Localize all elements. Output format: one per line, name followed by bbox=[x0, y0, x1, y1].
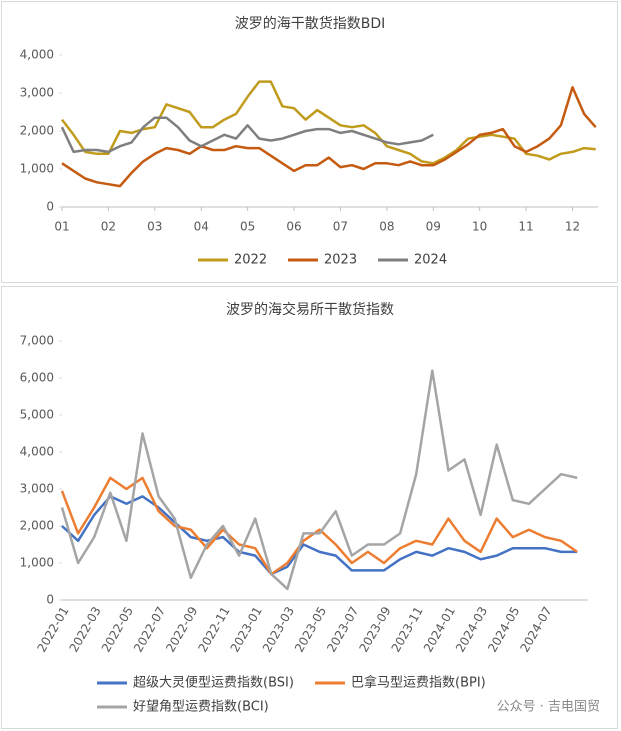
x-tick-label: 11 bbox=[518, 220, 533, 234]
legend-label: 2023 bbox=[324, 253, 357, 268]
y-tick-label: 1,000 bbox=[20, 162, 54, 176]
y-tick-label: 0 bbox=[46, 593, 54, 607]
legend-label: 好望角型运费指数(BCI) bbox=[133, 699, 269, 715]
line-series bbox=[61, 86, 597, 188]
line-series bbox=[61, 495, 578, 576]
x-tick-label: 07 bbox=[333, 220, 348, 234]
y-tick-label: 2,000 bbox=[20, 519, 54, 533]
x-tick-label: 12 bbox=[565, 220, 580, 234]
x-tick-label: 06 bbox=[286, 220, 301, 234]
y-tick-label: 4,000 bbox=[20, 48, 54, 62]
x-tick-label: 2024-07 bbox=[517, 604, 554, 654]
watermark: 公众号 · 吉电国贸 bbox=[497, 700, 600, 715]
line-series bbox=[60, 116, 434, 154]
y-tick-label: 6,000 bbox=[20, 371, 54, 385]
chart-title: 波罗的海交易所干散货指数 bbox=[226, 301, 394, 318]
y-tick-label: 1,000 bbox=[20, 556, 54, 570]
x-tick-label: 09 bbox=[426, 220, 441, 234]
y-tick-label: 4,000 bbox=[20, 445, 54, 459]
x-tick-label: 02 bbox=[101, 220, 116, 234]
x-tick-label: 03 bbox=[147, 220, 162, 234]
chart-frame bbox=[1, 286, 618, 729]
x-tick-label: 04 bbox=[194, 220, 209, 234]
legend-label: 巴拿马型运费指数(BPI) bbox=[351, 675, 486, 691]
y-tick-label: 2,000 bbox=[20, 124, 54, 138]
x-tick-label: 01 bbox=[54, 220, 69, 234]
y-tick-label: 5,000 bbox=[20, 408, 54, 422]
x-tick-label: 08 bbox=[379, 220, 394, 234]
chart-frame bbox=[1, 1, 618, 283]
line-series bbox=[60, 369, 578, 591]
legend-label: 2024 bbox=[414, 253, 447, 268]
y-tick-label: 7,000 bbox=[20, 334, 54, 348]
y-tick-label: 3,000 bbox=[20, 482, 54, 496]
y-tick-label: 0 bbox=[46, 200, 54, 214]
chart-title: 波罗的海干散货指数BDI bbox=[235, 15, 386, 32]
legend-label: 超级大灵便型运费指数(BSI) bbox=[133, 676, 294, 691]
legend-label: 2022 bbox=[234, 253, 267, 268]
x-tick-label: 05 bbox=[240, 220, 255, 234]
y-tick-label: 3,000 bbox=[20, 86, 54, 100]
line-series bbox=[61, 80, 596, 165]
line-series bbox=[60, 476, 578, 576]
x-tick-label: 10 bbox=[472, 220, 487, 234]
